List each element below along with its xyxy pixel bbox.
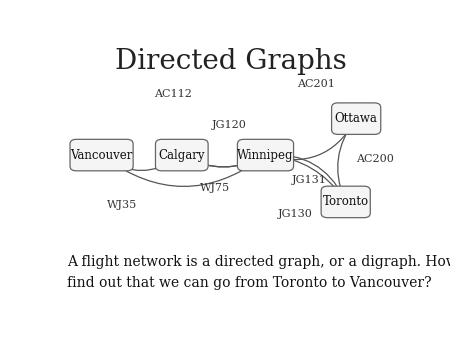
Text: JG130: JG130 [278, 209, 313, 219]
FancyBboxPatch shape [332, 103, 381, 135]
FancyArrowPatch shape [104, 157, 262, 187]
FancyBboxPatch shape [155, 139, 208, 171]
Text: Winnipeg: Winnipeg [237, 149, 294, 162]
Text: Ottawa: Ottawa [335, 112, 378, 125]
FancyArrowPatch shape [185, 156, 263, 167]
FancyArrowPatch shape [268, 122, 354, 160]
Text: A flight network is a directed graph, or a digraph. How can we: A flight network is a directed graph, or… [67, 255, 450, 269]
Text: Directed Graphs: Directed Graphs [115, 48, 346, 75]
FancyArrowPatch shape [270, 153, 344, 200]
Text: Calgary: Calgary [158, 149, 205, 162]
Text: JG131: JG131 [292, 175, 327, 185]
Text: AC200: AC200 [356, 154, 394, 164]
Text: JG120: JG120 [212, 120, 246, 130]
Text: Toronto: Toronto [323, 195, 369, 209]
Text: find out that we can go from Toronto to Vancouver?: find out that we can go from Toronto to … [67, 276, 432, 290]
FancyArrowPatch shape [338, 121, 355, 198]
Text: WJ35: WJ35 [108, 199, 138, 210]
FancyArrowPatch shape [184, 156, 262, 167]
FancyArrowPatch shape [105, 157, 180, 171]
FancyBboxPatch shape [321, 186, 370, 218]
Text: Vancouver: Vancouver [70, 149, 133, 162]
Text: AC201: AC201 [297, 78, 335, 89]
FancyBboxPatch shape [70, 139, 133, 171]
FancyBboxPatch shape [238, 139, 293, 171]
Text: WJ75: WJ75 [200, 183, 230, 193]
FancyArrowPatch shape [268, 155, 344, 198]
Text: AC112: AC112 [154, 89, 192, 99]
